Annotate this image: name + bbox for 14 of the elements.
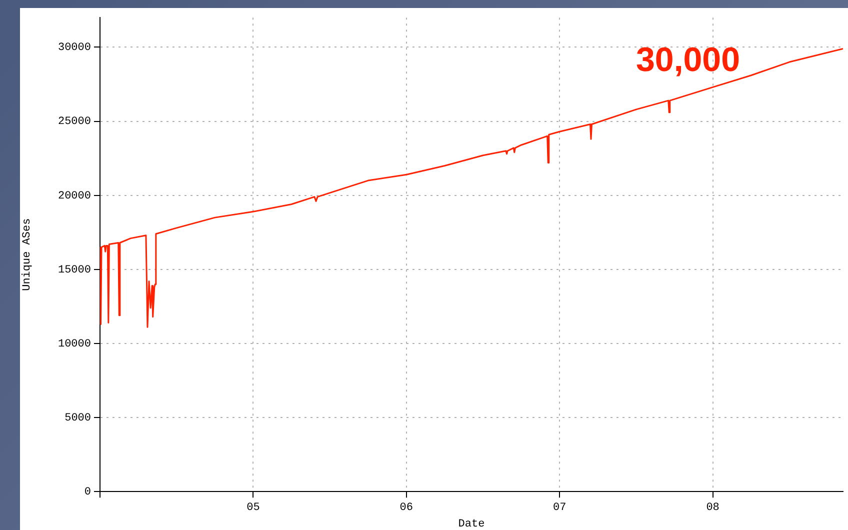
y-tick-label: 0 — [84, 486, 91, 499]
annotation: 30,000 — [636, 40, 740, 79]
y-tick-label: 20000 — [58, 190, 91, 202]
y-tick-label: 15000 — [58, 264, 91, 276]
y-tick-label: 5000 — [64, 412, 91, 424]
x-tick-label: 05 — [246, 502, 260, 514]
y-tick-label: 25000 — [58, 116, 91, 128]
y-tick-label: 10000 — [58, 338, 91, 350]
x-tick-label: 06 — [400, 502, 413, 514]
x-axis-title: Date — [458, 518, 485, 530]
x-tick-label: 08 — [706, 502, 720, 514]
x-tick-label: 07 — [552, 502, 566, 514]
y-tick-label: 30000 — [58, 42, 91, 54]
y-axis-title: Unique ASes — [22, 218, 34, 291]
